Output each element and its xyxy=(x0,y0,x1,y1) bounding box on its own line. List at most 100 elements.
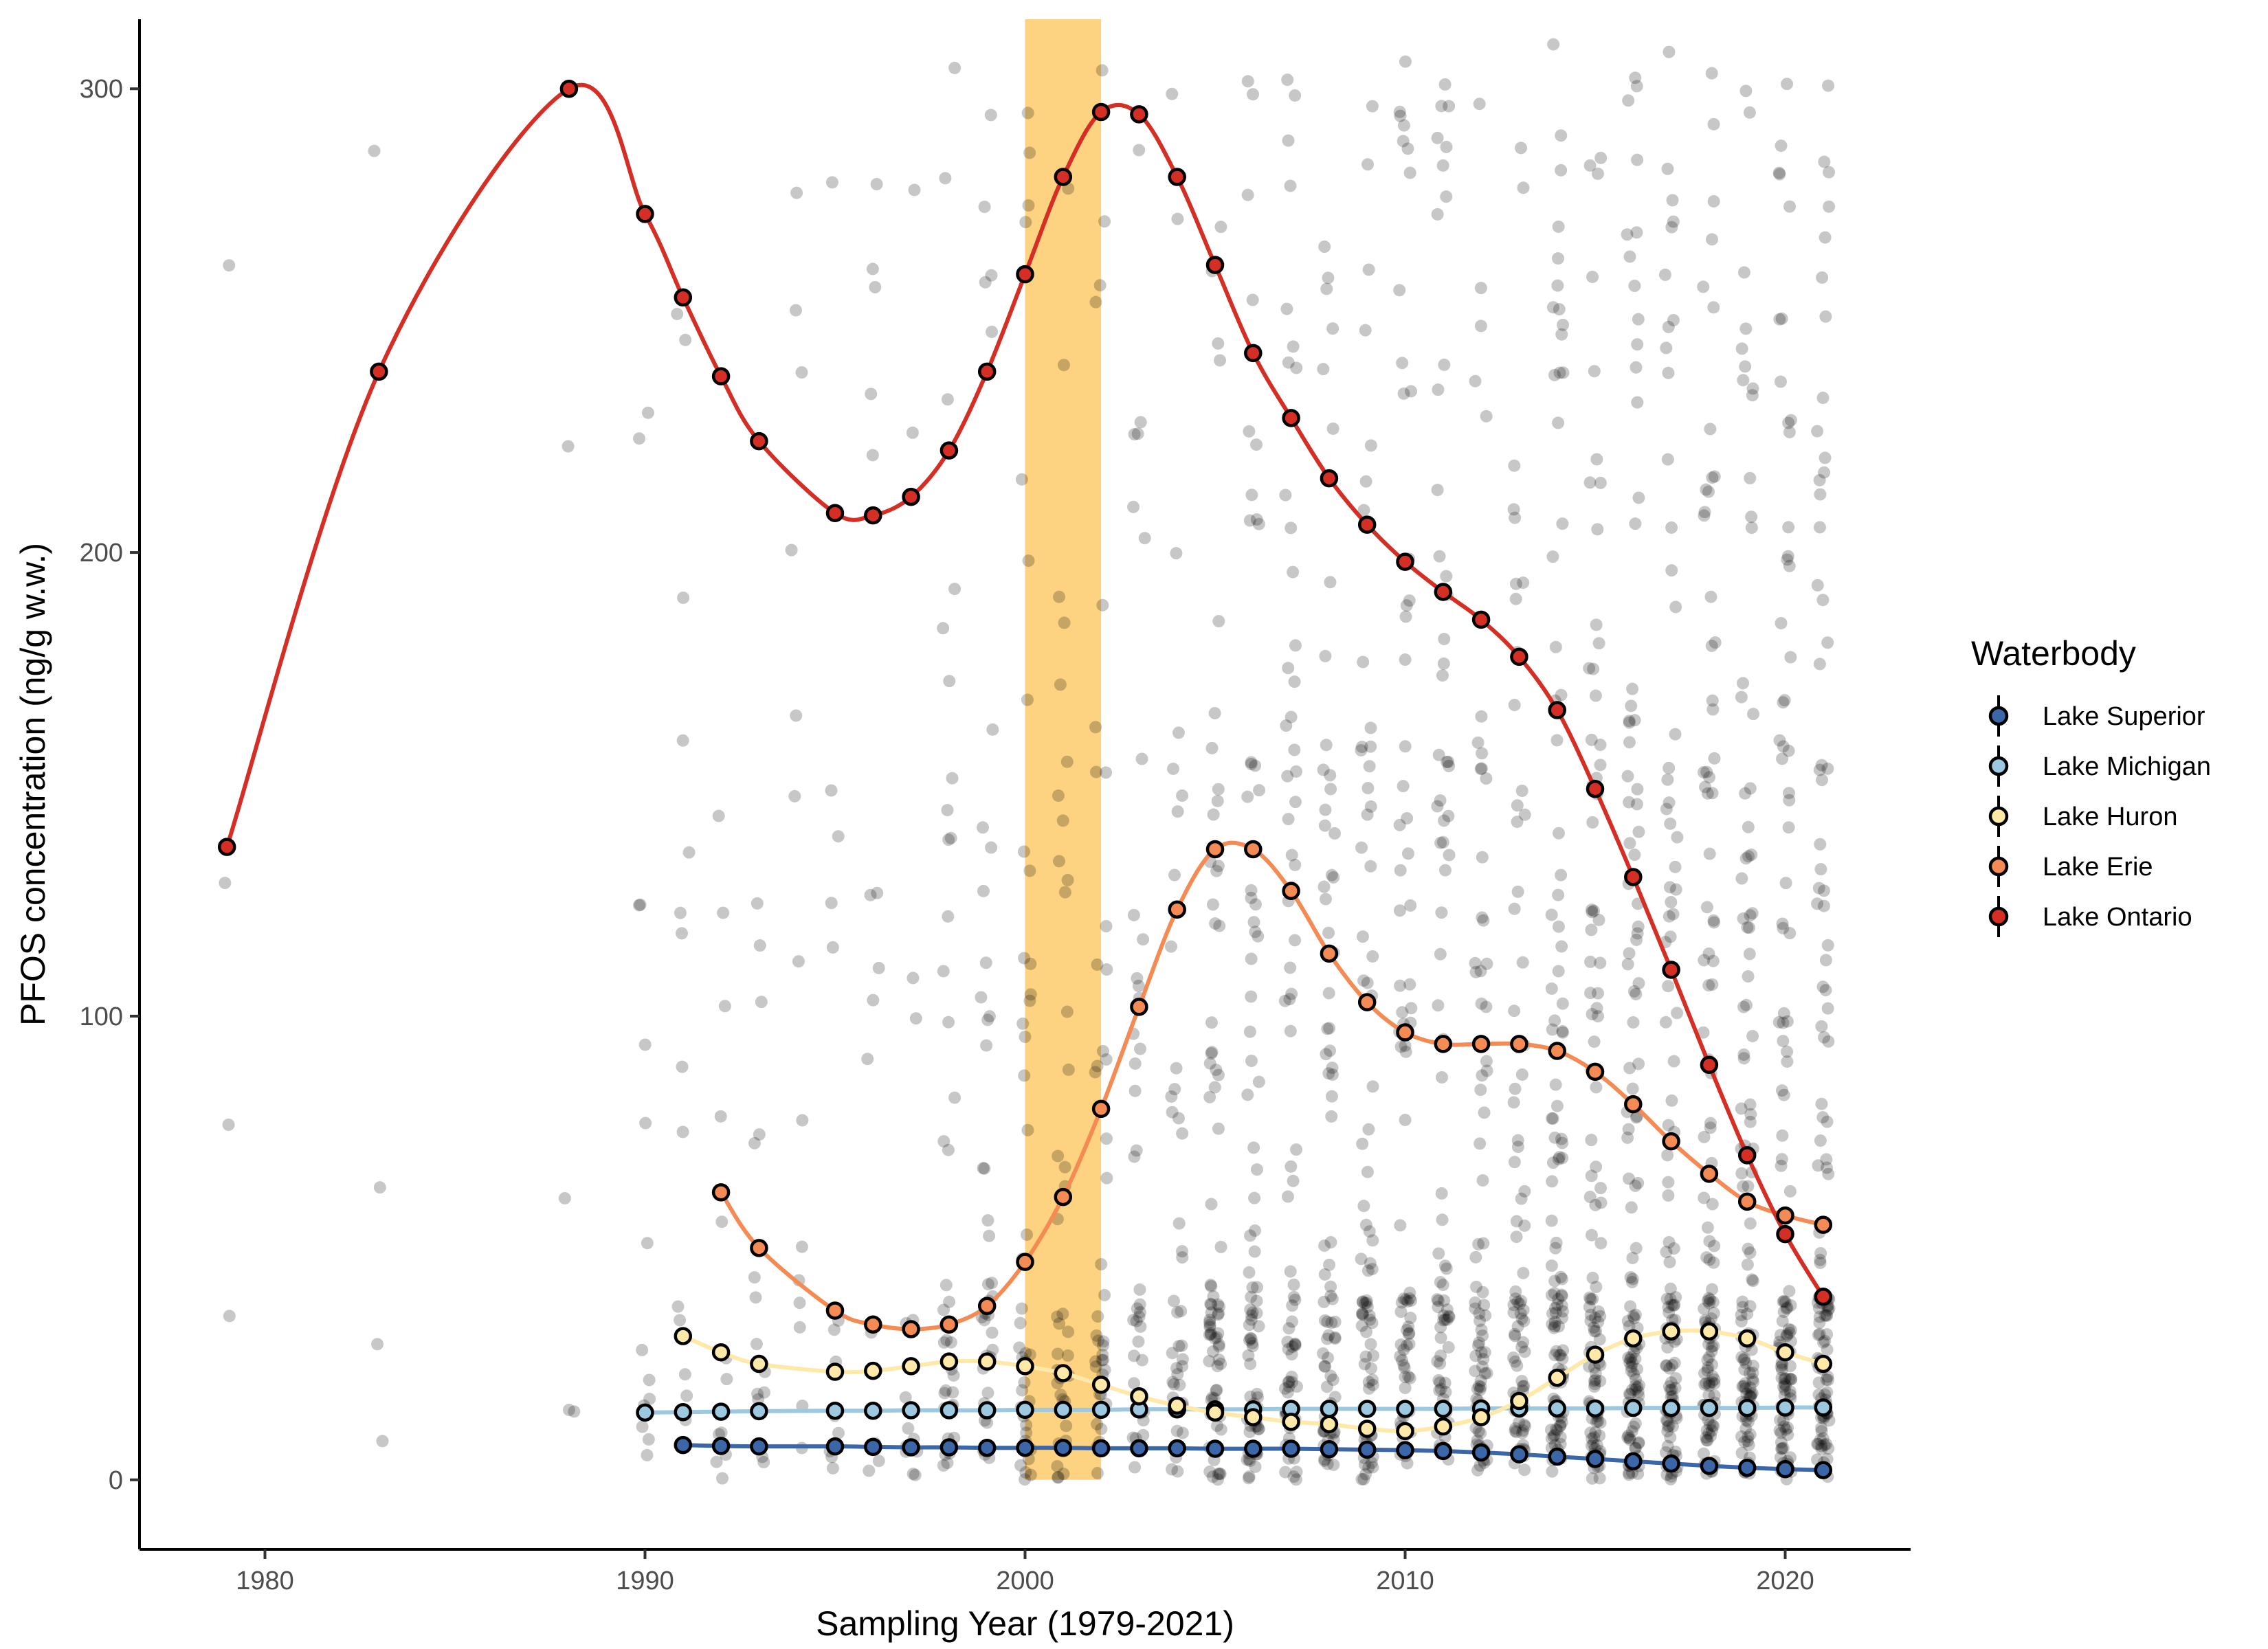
raw-observation-point xyxy=(1779,877,1792,890)
raw-observation-point xyxy=(1742,970,1755,983)
raw-observation-point xyxy=(1241,1088,1254,1101)
raw-observation-point xyxy=(1702,1427,1715,1440)
raw-observation-point xyxy=(1669,860,1682,873)
raw-observation-point xyxy=(1555,1312,1568,1325)
raw-observation-point xyxy=(1278,994,1291,1007)
raw-observation-point xyxy=(1367,1349,1380,1362)
raw-observation-point xyxy=(1324,769,1337,782)
raw-observation-point xyxy=(1703,847,1716,860)
raw-observation-point xyxy=(1246,1281,1259,1294)
raw-observation-point xyxy=(1355,841,1368,854)
raw-observation-point xyxy=(1706,694,1719,707)
raw-observation-point xyxy=(1471,736,1485,749)
raw-observation-point xyxy=(1285,849,1298,862)
raw-observation-point xyxy=(1737,1052,1750,1065)
raw-observation-point xyxy=(1515,1068,1528,1081)
raw-observation-point xyxy=(1364,1338,1377,1351)
raw-observation-point xyxy=(1583,159,1597,172)
raw-observation-point xyxy=(1586,1292,1599,1305)
raw-observation-point xyxy=(1811,1437,1824,1450)
lake-huron-point xyxy=(825,1362,845,1381)
raw-observation-point xyxy=(1359,324,1372,337)
raw-observation-point xyxy=(1287,1470,1300,1483)
raw-observation-point xyxy=(1476,1286,1489,1299)
raw-observation-point xyxy=(1019,1473,1032,1486)
raw-observation-point xyxy=(1328,1332,1342,1345)
raw-observation-point xyxy=(1735,1430,1748,1443)
raw-observation-point xyxy=(1668,1356,1681,1369)
raw-observation-point xyxy=(1480,410,1493,423)
raw-observation-point xyxy=(1663,1380,1676,1393)
lake-erie-point xyxy=(1282,882,1300,900)
raw-observation-point xyxy=(1703,1235,1716,1248)
raw-observation-point xyxy=(1020,1228,1033,1241)
raw-observation-point xyxy=(223,259,236,272)
raw-observation-point xyxy=(1437,1309,1450,1322)
legend-title: Waterbody xyxy=(1971,634,2136,673)
raw-observation-point xyxy=(1208,706,1221,719)
raw-observation-point xyxy=(1818,1439,1831,1452)
raw-observation-point xyxy=(1478,1346,1491,1359)
raw-observation-point xyxy=(1741,1258,1754,1271)
raw-observation-point xyxy=(790,709,803,722)
raw-observation-point xyxy=(1328,827,1342,840)
raw-observation-point xyxy=(1701,1434,1714,1447)
raw-observation-point xyxy=(1781,1015,1794,1028)
raw-observation-point xyxy=(1432,1301,1445,1314)
raw-observation-point xyxy=(1817,1336,1830,1349)
raw-observation-point xyxy=(1784,414,1797,427)
raw-observation-point xyxy=(1628,714,1641,727)
raw-observation-point xyxy=(1548,1428,1561,1442)
raw-observation-point xyxy=(1324,783,1337,796)
raw-observation-point xyxy=(975,991,988,1004)
lake-ontario-point xyxy=(1471,610,1491,629)
raw-observation-point xyxy=(753,939,766,952)
lake-erie-point xyxy=(977,1297,997,1315)
raw-observation-point xyxy=(1777,1035,1790,1048)
raw-observation-point xyxy=(1585,923,1598,936)
raw-observation-point xyxy=(1632,1176,1645,1189)
raw-observation-point xyxy=(1089,1355,1102,1368)
raw-observation-point xyxy=(1134,1320,1147,1333)
raw-observation-point xyxy=(1511,1141,1524,1154)
raw-observation-point xyxy=(1100,920,1113,933)
raw-observation-point xyxy=(1550,1299,1564,1312)
raw-observation-point xyxy=(1624,1271,1637,1284)
raw-observation-point xyxy=(643,1373,656,1387)
raw-observation-point xyxy=(1288,743,1301,756)
raw-observation-point xyxy=(1548,1321,1561,1334)
raw-observation-point xyxy=(1098,215,1111,228)
raw-observation-point xyxy=(1627,1310,1640,1323)
raw-observation-point xyxy=(1021,106,1034,120)
raw-observation-point xyxy=(757,1386,770,1399)
raw-observation-point xyxy=(825,897,838,910)
raw-observation-point xyxy=(1815,1097,1828,1110)
raw-observation-point xyxy=(1252,1423,1265,1436)
raw-observation-point xyxy=(1550,1423,1563,1436)
lake-huron-point xyxy=(750,1354,768,1373)
raw-observation-point xyxy=(1472,1237,1485,1250)
raw-observation-point xyxy=(1243,514,1256,527)
raw-observation-point xyxy=(1668,1299,1681,1312)
raw-observation-point xyxy=(1245,1332,1258,1345)
raw-observation-point xyxy=(1586,1008,1599,1021)
raw-observation-point xyxy=(1661,1340,1674,1354)
raw-observation-point xyxy=(1819,1309,1832,1322)
raw-observation-point xyxy=(1556,517,1569,530)
raw-observation-point xyxy=(986,723,999,736)
raw-observation-point xyxy=(1366,1378,1379,1391)
raw-observation-point xyxy=(1735,691,1748,704)
raw-observation-point xyxy=(1629,1179,1642,1192)
raw-observation-point xyxy=(1396,1354,1409,1367)
raw-observation-point xyxy=(1164,940,1177,953)
raw-observation-point xyxy=(1090,1329,1103,1342)
lake-erie-point xyxy=(940,1315,959,1334)
raw-observation-point xyxy=(1355,743,1368,756)
raw-observation-point xyxy=(1128,1349,1141,1362)
raw-observation-point xyxy=(1438,1313,1452,1326)
raw-observation-point xyxy=(1773,313,1786,326)
raw-observation-point xyxy=(1547,38,1560,51)
lake-michigan-point xyxy=(636,1403,654,1422)
lake-michigan-trend-line xyxy=(645,1405,1823,1415)
raw-observation-point xyxy=(1738,1352,1751,1365)
